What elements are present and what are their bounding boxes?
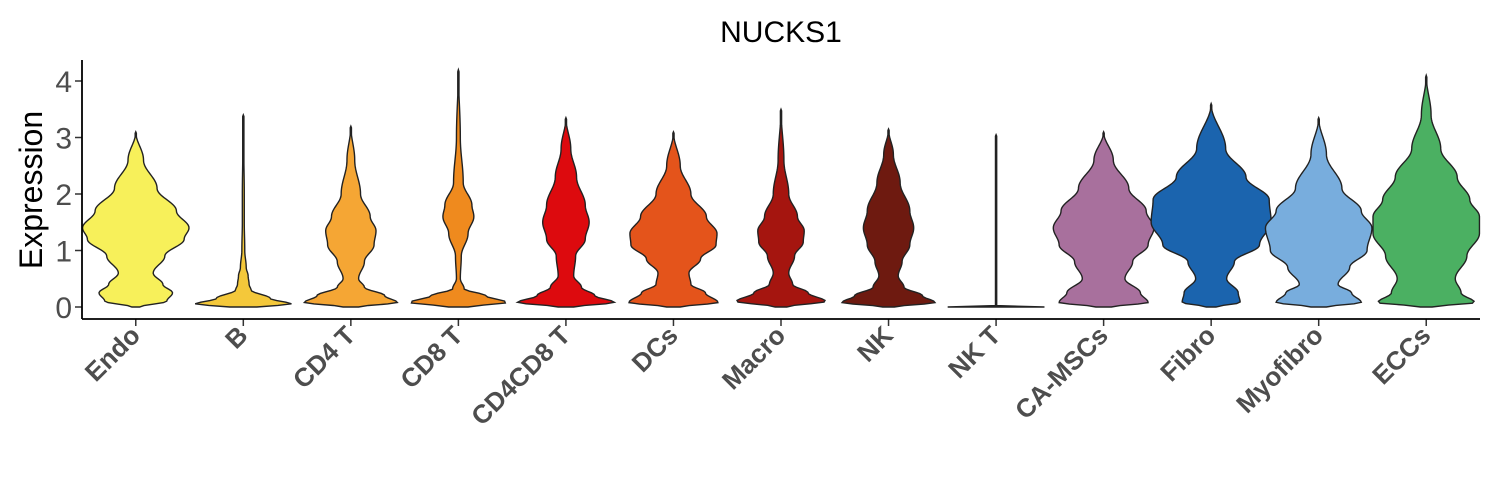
violin-b (194, 112, 292, 308)
x-tick-label: CD4CD8 T (465, 320, 576, 431)
violin-cd4-t (302, 124, 399, 308)
y-axis: 0 1 2 3 4 (55, 66, 82, 325)
y-axis-label: Expression (13, 111, 49, 269)
y-tick-label: 0 (55, 292, 72, 325)
violin-cd8-t (410, 67, 507, 308)
violins (81, 67, 1481, 308)
x-tick-label: NK T (942, 320, 1006, 384)
x-tick-label: Macro (716, 320, 791, 395)
y-tick-label: 4 (55, 66, 72, 99)
x-tick-label: ECCs (1366, 320, 1436, 390)
x-tick-label: DCs (626, 320, 684, 378)
x-tick-label: CD8 T (394, 320, 468, 394)
x-tick-label: B (219, 320, 253, 354)
violin-endo (81, 130, 190, 308)
violin-nk (840, 127, 937, 308)
violin-fibro (1150, 101, 1272, 308)
y-tick-label: 1 (55, 236, 72, 269)
violin-cd4cd8-t (515, 115, 617, 308)
y-tick-label: 3 (55, 123, 72, 156)
violin-myofibro (1264, 115, 1373, 308)
violin-eccs (1372, 72, 1481, 308)
y-tick-label: 2 (55, 179, 72, 212)
x-tick-label: Endo (79, 320, 146, 387)
violin-dcs (628, 130, 719, 308)
chart-title: NUCKS1 (720, 16, 842, 49)
x-tick-label: CA-MSCs (1009, 320, 1114, 425)
violin-macro (736, 107, 826, 308)
violin-ca-mscs (1052, 130, 1155, 308)
violin-nk-t (947, 132, 1045, 308)
x-tick-label: Myofibro (1230, 320, 1329, 419)
x-tick-label: CD4 T (287, 320, 361, 394)
x-tick-label: NK (851, 320, 899, 368)
x-tick-label: Fibro (1154, 320, 1221, 387)
